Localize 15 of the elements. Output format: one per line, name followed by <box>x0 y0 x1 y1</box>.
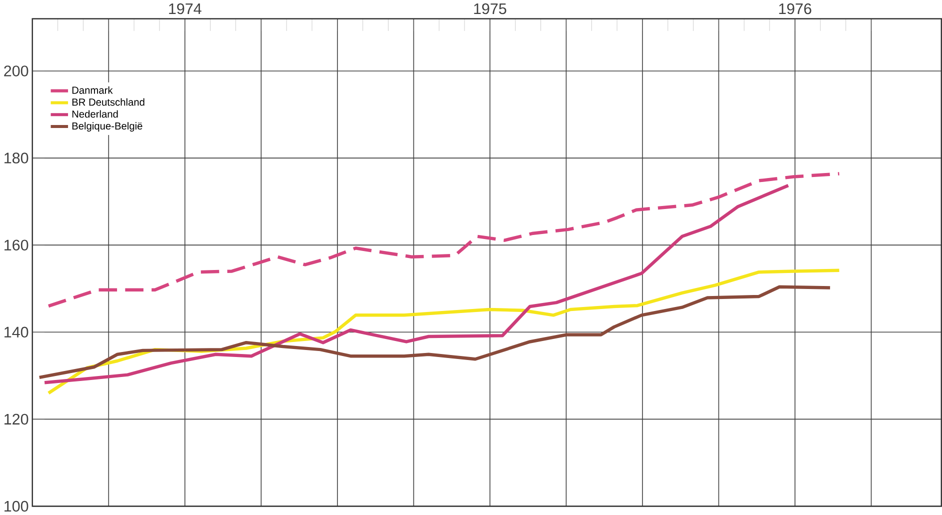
line-series <box>42 184 790 384</box>
y-tick-label: 160 <box>4 240 28 250</box>
legend-label: Nederland <box>72 110 118 118</box>
x-tick-label: 1975 <box>474 3 506 14</box>
y-tick-label: 200 <box>4 66 28 76</box>
y-tick-label: 120 <box>4 414 28 425</box>
y-tick-label: 140 <box>4 326 28 338</box>
x-tick-label: 1976 <box>779 3 812 14</box>
legend-label: Danmark <box>72 86 113 94</box>
line-series <box>46 172 841 308</box>
x-tick-label: 1974 <box>169 3 202 14</box>
legend-label: BR Deutschland <box>72 98 144 106</box>
y-tick-label: 100 <box>4 500 28 512</box>
y-tick-label: 180 <box>4 152 28 164</box>
legend-label: Belgique-België <box>72 122 142 132</box>
